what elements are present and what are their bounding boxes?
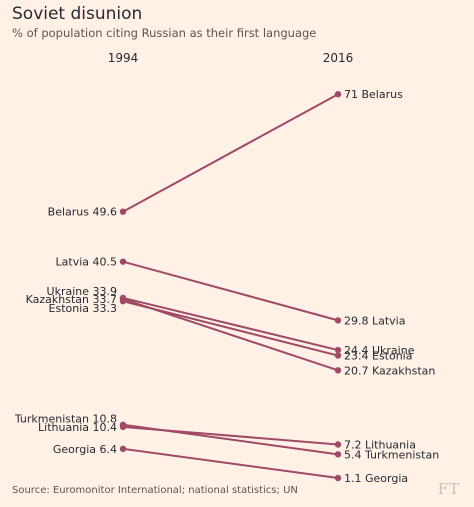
point-1994-latvia (119, 258, 127, 265)
point-2016-georgia (334, 474, 342, 482)
year-label-1994: 1994 (108, 51, 139, 65)
end-label-latvia: 29.8 Latvia (344, 314, 405, 327)
ft-logo: FT (437, 480, 460, 498)
point-1994-georgia (119, 445, 127, 453)
series-line-ukraine (122, 296, 339, 352)
point-1994-estonia (119, 297, 127, 305)
point-2016-latvia (334, 317, 342, 324)
source-note: Source: Euromonitor International; natio… (12, 485, 298, 496)
start-label-turkmenistan: Turkmenistan 10.8 (14, 413, 117, 426)
start-label-ukraine: Ukraine 33.9 (47, 285, 117, 298)
point-2016-belarus (334, 91, 342, 98)
point-2016-kazakhstan (334, 367, 342, 374)
start-label-belarus: Belarus 49.6 (48, 206, 117, 219)
point-2016-ukraine (334, 346, 342, 354)
chart-title: Soviet disunion (12, 4, 143, 24)
start-label-latvia: Latvia 40.5 (56, 256, 117, 269)
end-label-ukraine: 24.4 Ukraine (344, 344, 415, 357)
end-label-belarus: 71 Belarus (344, 88, 403, 101)
end-label-kazakhstan: 20.7 Kazakhstan (344, 364, 435, 377)
series-line-belarus (122, 93, 339, 213)
end-label-estonia: 23.4 Estonia (344, 350, 412, 363)
point-2016-turkmenistan (334, 451, 342, 458)
series-line-estonia (122, 300, 339, 357)
series-line-georgia (122, 447, 339, 479)
start-label-georgia: Georgia 6.4 (53, 443, 117, 456)
series-line-latvia (122, 260, 339, 322)
start-label-kazakhstan: Kazakhstan 33.7 (26, 293, 117, 306)
point-1994-belarus (119, 208, 127, 215)
chart-subtitle: % of population citing Russian as their … (12, 26, 317, 40)
point-2016-lithuania (334, 441, 342, 448)
start-label-estonia: Estonia 33.3 (49, 302, 117, 315)
year-label-2016: 2016 (323, 51, 354, 65)
point-2016-estonia (334, 352, 342, 359)
start-label-lithuania: Lithuania 10.4 (38, 421, 117, 434)
end-label-georgia: 1.1 Georgia (344, 472, 408, 485)
end-label-lithuania: 7.2 Lithuania (344, 438, 416, 451)
point-1994-lithuania (119, 423, 127, 431)
end-label-turkmenistan: 5.4 Turkmenistan (344, 448, 439, 461)
series-line-lithuania (122, 425, 339, 446)
